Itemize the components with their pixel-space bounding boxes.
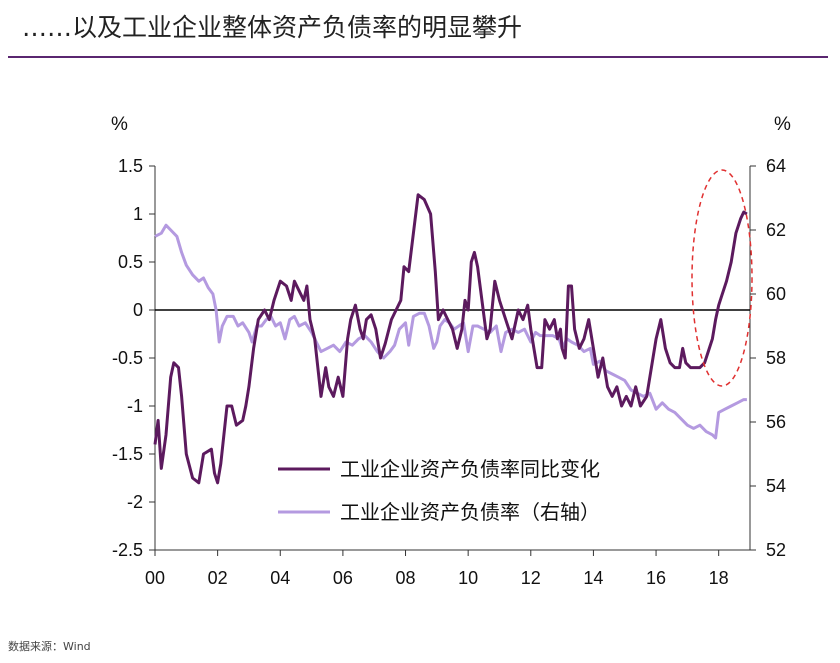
chart-series bbox=[153, 169, 753, 485]
x-tick-label: 16 bbox=[646, 568, 666, 588]
x-tick-label: 10 bbox=[458, 568, 478, 588]
right-tick-label: 64 bbox=[766, 156, 786, 176]
source-note: 数据来源：Wind bbox=[8, 640, 91, 653]
right-tick-label: 56 bbox=[766, 412, 786, 432]
left-tick-label: -1.5 bbox=[112, 444, 143, 464]
series-debt-ratio-line bbox=[154, 223, 747, 440]
x-tick-label: 04 bbox=[270, 568, 290, 588]
x-tick-label: 02 bbox=[208, 568, 228, 588]
left-tick-label: 1 bbox=[133, 204, 143, 224]
page-title: ……以及工业企业整体资产负债率的明显攀升 bbox=[22, 13, 523, 42]
left-axis-unit: % bbox=[111, 114, 128, 135]
right-tick-label: 60 bbox=[766, 284, 786, 304]
series-yoy-change-line bbox=[153, 193, 748, 485]
left-tick-label: 0 bbox=[133, 300, 143, 320]
highlight-ellipse bbox=[691, 169, 753, 387]
chart-axes: 1.5 1 0.5 0 -0.5 -1 -1.5 -2 -2.5 64 62 60 58 56 54 52 00… bbox=[111, 114, 791, 588]
left-tick-label: -2 bbox=[127, 492, 143, 512]
x-tick-label: 14 bbox=[583, 568, 603, 588]
x-tick-label: 18 bbox=[709, 568, 729, 588]
left-tick-label: -2.5 bbox=[112, 540, 143, 560]
legend-label-yoy-change: 工业企业资产负债率同比变化 bbox=[340, 457, 600, 481]
left-tick-label: -1 bbox=[127, 396, 143, 416]
x-tick-label: 00 bbox=[145, 568, 165, 588]
left-tick-label: 0.5 bbox=[118, 252, 143, 272]
x-tick-label: 08 bbox=[396, 568, 416, 588]
right-tick-label: 52 bbox=[766, 540, 786, 560]
right-tick-label: 62 bbox=[766, 220, 786, 240]
x-tick-label: 12 bbox=[521, 568, 541, 588]
right-tick-label: 58 bbox=[766, 348, 786, 368]
left-tick-label: -0.5 bbox=[112, 348, 143, 368]
title-rule bbox=[8, 56, 828, 58]
left-tick-label: 1.5 bbox=[118, 156, 143, 176]
right-tick-label: 54 bbox=[766, 476, 786, 496]
legend-label-debt-ratio: 工业企业资产负债率（右轴） bbox=[340, 500, 600, 524]
x-tick-label: 06 bbox=[333, 568, 353, 588]
right-axis-unit: % bbox=[774, 114, 791, 135]
